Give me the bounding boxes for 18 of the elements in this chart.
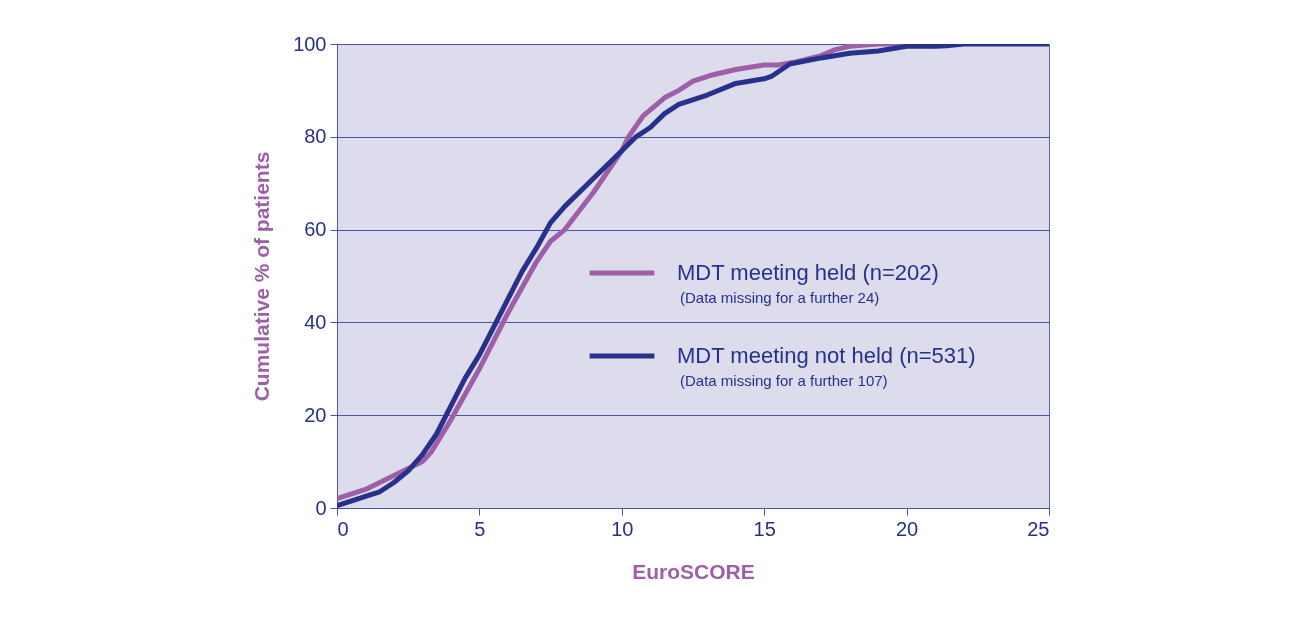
x-tick-label: 5 bbox=[474, 517, 486, 540]
x-tick-label: 10 bbox=[611, 517, 634, 540]
x-tick-label: 25 bbox=[1027, 517, 1050, 540]
y-tick-label: 60 bbox=[304, 218, 327, 241]
legend-label: MDT meeting not held (n=531) bbox=[677, 343, 976, 368]
x-tick-label: 0 bbox=[337, 517, 349, 540]
y-tick-label: 100 bbox=[293, 32, 327, 55]
y-tick-label: 80 bbox=[304, 125, 327, 148]
y-tick-label: 20 bbox=[304, 403, 327, 426]
y-axis-title: Cumulative % of patients bbox=[250, 151, 274, 402]
x-axis-title: EuroSCORE bbox=[632, 559, 755, 583]
y-tick-label: 40 bbox=[304, 310, 327, 333]
y-tick-label: 0 bbox=[315, 496, 327, 519]
x-tick-label: 20 bbox=[895, 517, 919, 540]
x-tick-label: 15 bbox=[753, 517, 776, 540]
annotation: (Data missing for a further 107) bbox=[680, 372, 888, 389]
legend-label: MDT meeting held (n=202) bbox=[677, 260, 939, 285]
annotation: (Data missing for a further 24) bbox=[680, 289, 880, 306]
